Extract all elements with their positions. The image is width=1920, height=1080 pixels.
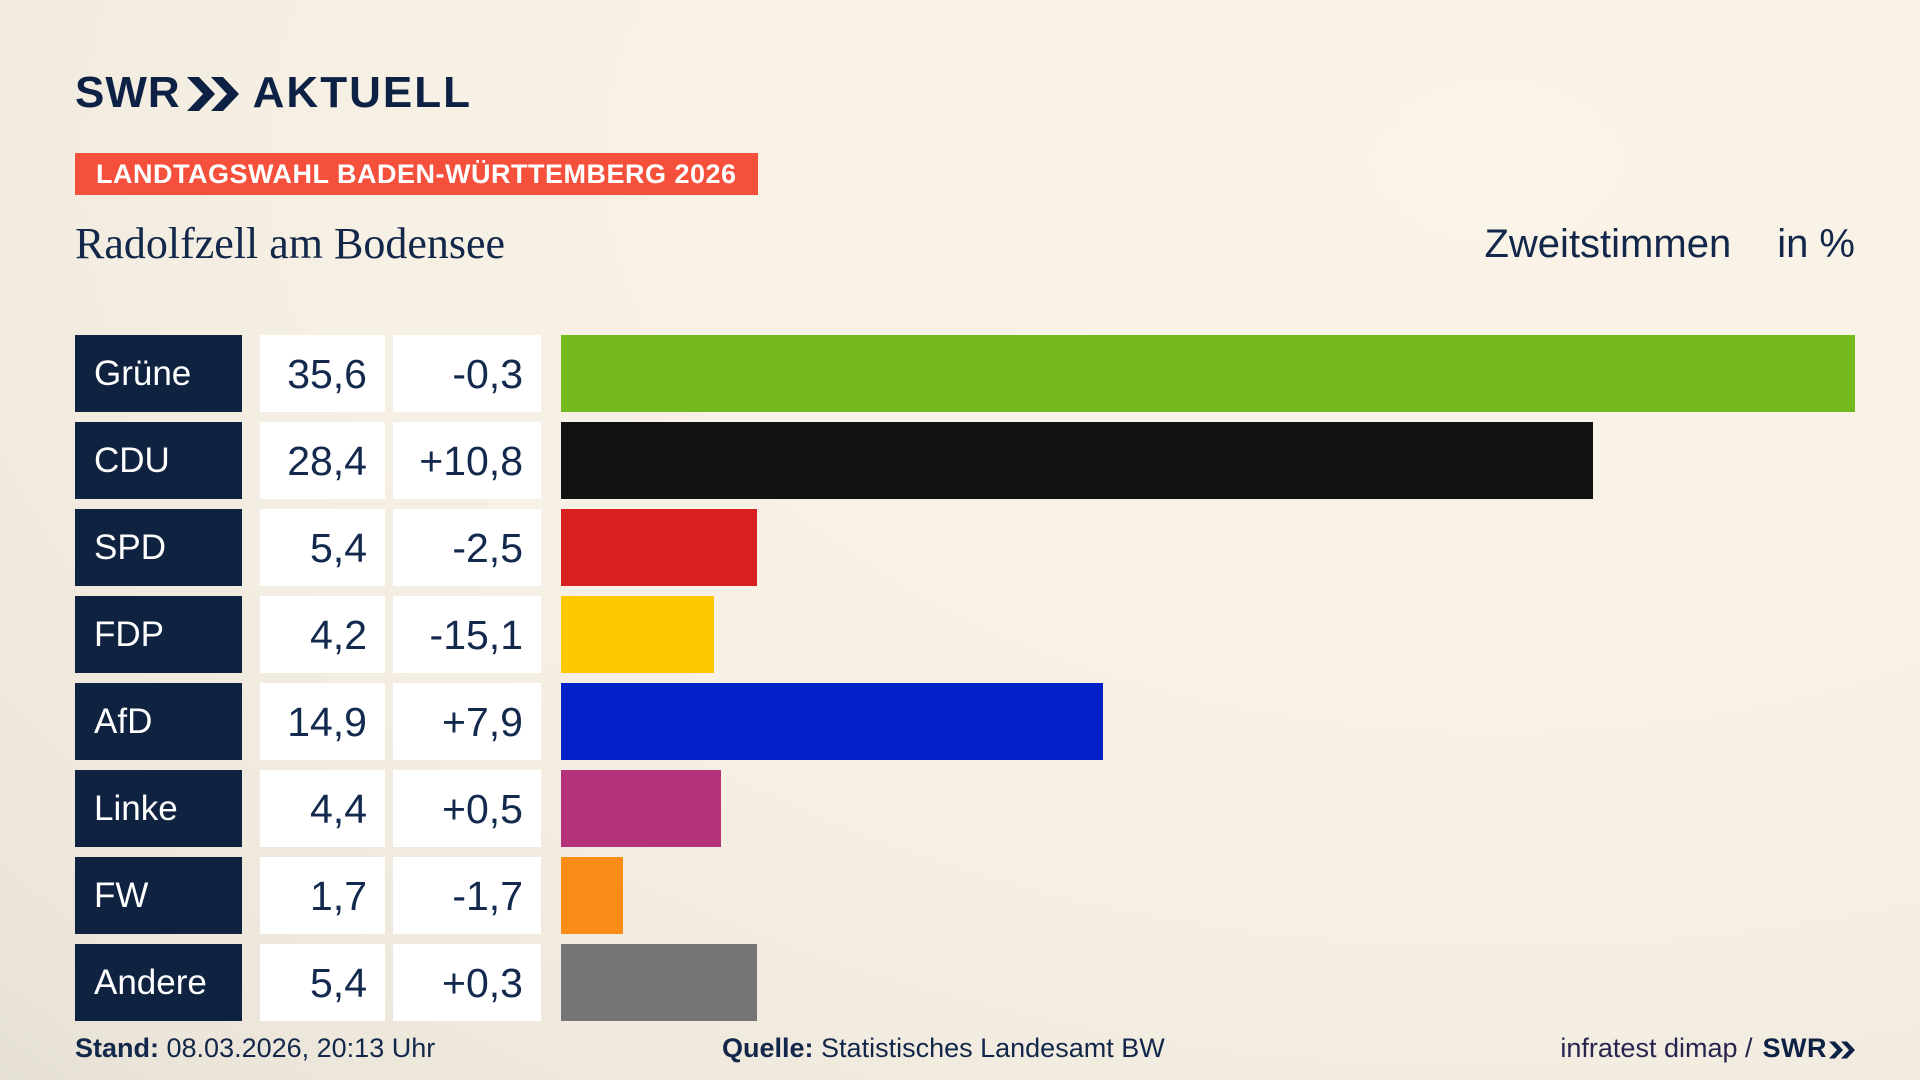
percent-value: 5,4 xyxy=(260,509,385,586)
aktuell-logo-text: AKTUELL xyxy=(252,68,472,117)
subtitle-votes-type: Zweitstimmen xyxy=(1484,222,1732,266)
party-label: CDU xyxy=(75,422,242,499)
source-note: Quelle: Statistisches Landesamt BW xyxy=(722,1033,1165,1064)
bar-track xyxy=(561,509,1855,586)
result-bar xyxy=(561,944,758,1021)
result-bar xyxy=(561,422,1594,499)
party-label: SPD xyxy=(75,509,242,586)
result-bar xyxy=(561,596,714,673)
result-bar xyxy=(561,770,721,847)
result-bar xyxy=(561,857,623,934)
status-timestamp: Stand: 08.03.2026, 20:13 Uhr xyxy=(75,1033,435,1064)
swr-chevrons-icon xyxy=(186,77,239,111)
diff-value: -1,7 xyxy=(393,857,541,934)
diff-value: +7,9 xyxy=(393,683,541,760)
result-row: AfD 14,9 +7,9 xyxy=(75,683,1855,760)
bar-track xyxy=(561,770,1855,847)
chart-subtitle: Zweitstimmen in % xyxy=(1484,222,1855,267)
bar-track xyxy=(561,335,1855,412)
percent-value: 14,9 xyxy=(260,683,385,760)
stand-value: 08.03.2026, 20:13 Uhr xyxy=(166,1033,436,1063)
result-bar xyxy=(561,683,1103,760)
party-label: Grüne xyxy=(75,335,242,412)
election-banner: LANDTAGSWAHL BADEN-WÜRTTEMBERG 2026 xyxy=(75,153,758,195)
diff-value: -0,3 xyxy=(393,335,541,412)
swr-logo-text: SWR xyxy=(75,68,181,117)
result-row: Andere 5,4 +0,3 xyxy=(75,944,1855,1021)
diff-value: -15,1 xyxy=(393,596,541,673)
page-title: Radolfzell am Bodensee xyxy=(75,219,506,268)
percent-value: 4,2 xyxy=(260,596,385,673)
percent-value: 4,4 xyxy=(260,770,385,847)
bar-track xyxy=(561,683,1855,760)
result-row: Grüne 35,6 -0,3 xyxy=(75,335,1855,412)
results-bar-chart: Grüne 35,6 -0,3 CDU 28,4 +10,8 SPD 5,4 -… xyxy=(75,335,1855,1031)
quelle-label: Quelle: xyxy=(722,1033,814,1063)
party-label: FDP xyxy=(75,596,242,673)
party-label: Andere xyxy=(75,944,242,1021)
percent-value: 1,7 xyxy=(260,857,385,934)
stand-label: Stand: xyxy=(75,1033,159,1063)
party-label: FW xyxy=(75,857,242,934)
percent-value: 5,4 xyxy=(260,944,385,1021)
result-row: FDP 4,2 -15,1 xyxy=(75,596,1855,673)
diff-value: +10,8 xyxy=(393,422,541,499)
credit-swr-chevrons-icon xyxy=(1829,1041,1855,1059)
result-row: FW 1,7 -1,7 xyxy=(75,857,1855,934)
result-row: Linke 4,4 +0,5 xyxy=(75,770,1855,847)
credit-text: infratest dimap / xyxy=(1560,1033,1753,1063)
bar-track xyxy=(561,422,1855,499)
diff-value: -2,5 xyxy=(393,509,541,586)
bar-track xyxy=(561,944,1855,1021)
result-bar xyxy=(561,335,1855,412)
credit-note: infratest dimap / SWR xyxy=(1560,1033,1855,1064)
subtitle-unit: in % xyxy=(1777,222,1855,266)
percent-value: 28,4 xyxy=(260,422,385,499)
credit-swr-text: SWR xyxy=(1762,1033,1827,1063)
bar-track xyxy=(561,857,1855,934)
diff-value: +0,3 xyxy=(393,944,541,1021)
party-label: Linke xyxy=(75,770,242,847)
party-label: AfD xyxy=(75,683,242,760)
bar-track xyxy=(561,596,1855,673)
percent-value: 35,6 xyxy=(260,335,385,412)
diff-value: +0,5 xyxy=(393,770,541,847)
result-bar xyxy=(561,509,758,586)
quelle-value: Statistisches Landesamt BW xyxy=(821,1033,1165,1063)
result-row: CDU 28,4 +10,8 xyxy=(75,422,1855,499)
result-row: SPD 5,4 -2,5 xyxy=(75,509,1855,586)
swr-aktuell-logo: SWR AKTUELL xyxy=(75,68,472,118)
